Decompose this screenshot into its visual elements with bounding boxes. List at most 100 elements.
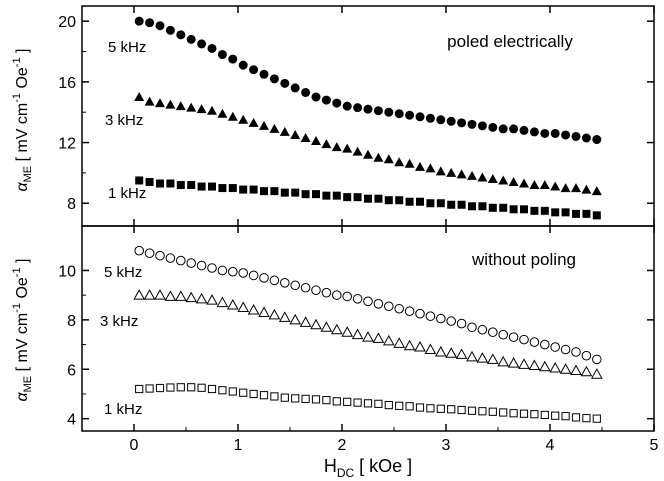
data-point (550, 342, 561, 352)
data-point (322, 191, 331, 200)
data-point (528, 359, 541, 371)
data-point (321, 139, 332, 149)
data-point (301, 190, 310, 199)
data-point (332, 290, 342, 300)
data-point (269, 275, 280, 286)
data-point (259, 120, 269, 130)
y-axis-label-bottom: αME [ mV cm-1 Oe-1 ] (11, 259, 34, 402)
data-point (342, 101, 352, 111)
data-point (164, 290, 177, 301)
y-label-sub: ME (22, 376, 34, 393)
data-point (226, 299, 239, 310)
panel-bottom-yticks: 4 6 8 10 (58, 263, 654, 429)
data-point (227, 111, 238, 121)
data-point (415, 112, 425, 122)
data-point (551, 411, 560, 420)
data-point (260, 187, 268, 196)
data-point (330, 323, 343, 335)
data-point (259, 391, 269, 400)
data-point (208, 182, 216, 191)
data-point (300, 133, 311, 142)
data-point (342, 291, 353, 302)
y-tick-label: 4 (67, 412, 76, 429)
data-point (572, 209, 580, 218)
data-point (560, 344, 571, 355)
data-point (467, 322, 477, 333)
data-point (341, 326, 354, 337)
data-point (154, 289, 166, 300)
data-point (278, 311, 291, 322)
data-point (196, 260, 207, 271)
data-point (540, 128, 550, 138)
data-point (508, 177, 519, 186)
data-point (187, 181, 196, 190)
data-point (530, 206, 539, 215)
data-point (217, 265, 228, 276)
y-label-sub: ME (22, 166, 34, 183)
data-point (520, 205, 528, 214)
data-point (134, 92, 145, 102)
data-point (478, 407, 487, 416)
x-axis: 0 1 2 3 4 5 (81, 6, 659, 454)
data-point (550, 181, 561, 191)
data-point (383, 154, 394, 164)
data-point (403, 339, 416, 351)
panel-top-points (134, 16, 602, 220)
data-point (218, 386, 227, 395)
data-point (519, 125, 529, 135)
data-point (529, 337, 540, 347)
data-point (425, 311, 436, 321)
data-point (425, 113, 435, 123)
data-point (581, 133, 591, 143)
data-point (312, 190, 320, 199)
data-point (538, 360, 551, 372)
data-point (280, 278, 290, 288)
data-point (207, 263, 217, 273)
data-point (185, 291, 198, 303)
data-point (486, 353, 499, 364)
y-label-alpha: α (14, 391, 31, 401)
data-point (394, 303, 405, 314)
panel-bottom-series-labels: 5 kHz 3 kHz 1 kHz (100, 264, 142, 418)
data-point (405, 402, 414, 411)
data-point (456, 169, 467, 179)
data-point (134, 16, 144, 26)
data-point (196, 104, 207, 114)
x-tick-label: 5 (650, 437, 659, 454)
data-point (477, 324, 488, 335)
data-point (353, 398, 362, 407)
data-point (280, 188, 289, 197)
data-point (540, 339, 550, 350)
data-point (540, 206, 549, 215)
data-point (592, 135, 602, 145)
data-point (497, 355, 510, 367)
data-point (363, 104, 373, 114)
data-point (374, 194, 383, 203)
data-point (404, 158, 415, 168)
data-point (197, 182, 206, 191)
data-point (580, 365, 593, 377)
data-point (269, 74, 279, 84)
data-point (259, 273, 269, 283)
data-point (207, 384, 217, 394)
data-point (311, 395, 321, 404)
data-point (373, 106, 383, 116)
y-label-unit: [ mV cm (14, 103, 31, 166)
data-point (301, 394, 310, 403)
data-point (384, 400, 393, 410)
data-point (166, 383, 175, 392)
data-point (414, 340, 426, 352)
x-tick-label: 0 (130, 437, 139, 454)
data-point (165, 99, 176, 109)
data-point (332, 191, 341, 200)
data-point (415, 403, 425, 412)
data-point (395, 196, 404, 205)
data-point (176, 255, 186, 266)
data-point (519, 334, 529, 345)
data-point (592, 211, 601, 220)
data-point (364, 194, 372, 203)
data-point (592, 414, 601, 423)
data-point (238, 268, 248, 278)
data-point (498, 329, 509, 340)
data-point (405, 197, 414, 206)
